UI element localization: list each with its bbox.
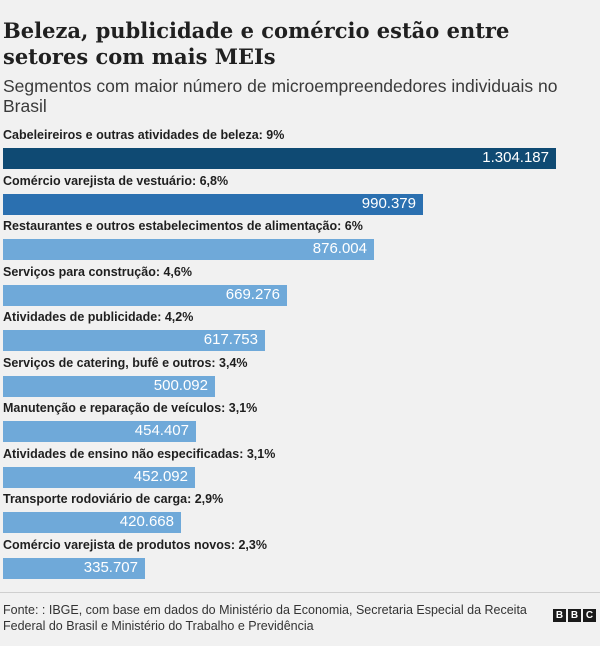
bar xyxy=(3,239,374,260)
bar-value-label: 500.092 xyxy=(153,376,208,394)
bar-label: Atividades de publicidade: 4,2% xyxy=(3,310,194,324)
bar xyxy=(3,421,196,442)
bar-value-label: 669.276 xyxy=(225,285,280,303)
bar xyxy=(3,375,215,397)
bar xyxy=(3,148,556,169)
bar-label: Cabeleireiros e outras atividades de bel… xyxy=(3,128,285,142)
bar-value-label: 876.004 xyxy=(312,240,367,257)
bbc-logo-letter: C xyxy=(583,609,596,622)
source-note: Fonte: : IBGE, com base em dados do Mini… xyxy=(3,603,527,633)
footer-divider xyxy=(0,592,600,593)
bar-label: Restaurantes e outros estabelecimentos d… xyxy=(3,219,363,233)
bar-label: Comércio varejista de produtos novos: 2,… xyxy=(3,537,267,552)
bar-label: Transporte rodoviário de carga: 2,9% xyxy=(3,492,224,506)
chart-title: Beleza, publicidade e comércio estão ent… xyxy=(3,18,510,69)
bbc-logo-letter: B xyxy=(568,609,581,622)
bar-label: Serviços de catering, bufê e outros: 3,4… xyxy=(3,355,248,370)
bar-label: Manutenção e reparação de veículos: 3,1% xyxy=(3,401,258,415)
bar xyxy=(3,330,265,351)
bar-value-label: 990.379 xyxy=(361,194,416,212)
bar-value-label: 1.304.187 xyxy=(482,149,549,166)
bar-label: Serviços para construção: 4,6% xyxy=(3,264,192,279)
bar xyxy=(3,557,145,579)
bar xyxy=(3,193,423,215)
bbc-logo-letter: B xyxy=(553,609,566,622)
bar xyxy=(3,284,287,306)
bar-value-label: 420.668 xyxy=(119,513,174,530)
bar-value-label: 335.707 xyxy=(83,558,138,576)
bbc-logo: B B C xyxy=(553,609,596,622)
bar-value-label: 454.407 xyxy=(134,422,189,439)
bar-label: Comércio varejista de vestuário: 6,8% xyxy=(3,173,229,188)
bar-value-label: 452.092 xyxy=(133,467,188,485)
bar-label: Atividades de ensino não especificadas: … xyxy=(3,446,276,461)
bar-chart: Cabeleireiros e outras atividades de bel… xyxy=(0,128,600,588)
bar xyxy=(3,512,181,533)
bar xyxy=(3,466,195,488)
chart-subtitle: Segmentos com maior número de microempre… xyxy=(3,76,558,116)
bar-value-label: 617.753 xyxy=(203,331,258,348)
